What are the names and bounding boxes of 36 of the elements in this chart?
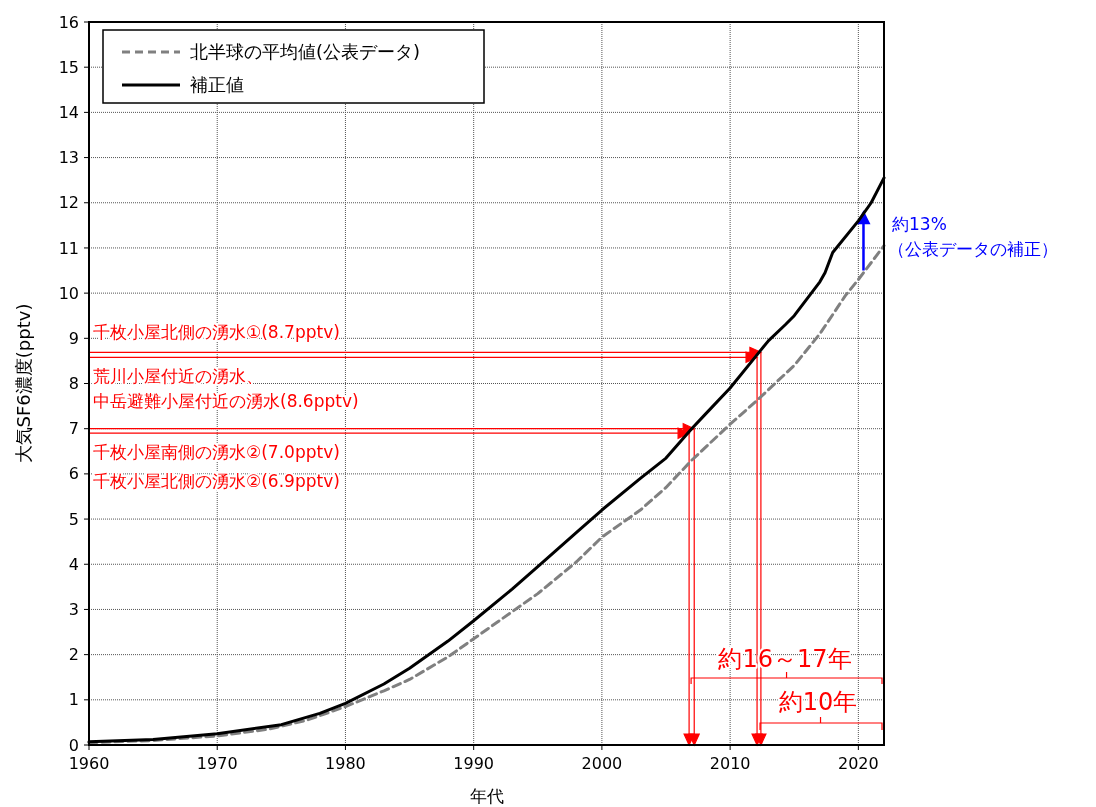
y-tick-label: 11	[58, 238, 79, 258]
y-tick-label: 8	[68, 374, 79, 394]
x-tick-label: 1990	[453, 754, 495, 773]
annotation: 千枚小屋北側の湧水①(8.7pptv)	[93, 322, 340, 342]
y-tick-label: 0	[68, 735, 79, 755]
x-axis-title: 年代	[469, 786, 504, 806]
y-axis-title: 大気SF6濃度(pptv)	[13, 303, 34, 464]
y-tick-label: 5	[68, 509, 79, 529]
x-tick-label: 2000	[581, 754, 623, 773]
y-tick-label: 1	[68, 690, 79, 710]
y-tick-label: 7	[68, 419, 79, 439]
y-tick-label: 16	[58, 12, 79, 32]
x-tick-label: 2010	[709, 754, 751, 773]
y-tick-label: 9	[68, 328, 79, 348]
annotation: 約10年	[778, 688, 858, 716]
annotation: 千枚小屋南側の湧水②(7.0pptv)	[93, 442, 340, 462]
y-tick-label: 4	[68, 554, 79, 574]
legend-label: 北半球の平均値(公表データ)	[190, 41, 421, 63]
y-tick-label: 2	[68, 645, 79, 665]
x-tick-label: 1960	[68, 754, 110, 773]
x-tick-label: 2020	[838, 754, 879, 773]
y-tick-label: 6	[68, 464, 79, 484]
annotation: 千枚小屋北側の湧水②(6.9pptv)	[93, 471, 340, 491]
y-tick-label: 3	[68, 600, 79, 620]
text: 約13%	[892, 214, 947, 234]
x-tick-label: 1980	[325, 754, 366, 773]
y-tick-label: 14	[58, 102, 79, 122]
y-tick-label: 13	[58, 148, 79, 168]
y-tick-label: 12	[58, 193, 79, 213]
legend-label: 補正値	[190, 74, 244, 96]
y-tick-label: 10	[58, 283, 79, 303]
x-tick-label: 1970	[196, 754, 238, 773]
text: （公表データの補正）	[888, 239, 1058, 259]
y-tick-label: 15	[58, 57, 79, 77]
annotation: 荒川小屋付近の湧水、	[93, 366, 263, 386]
annotation: 中岳避難小屋付近の湧水(8.6pptv)	[93, 391, 359, 411]
